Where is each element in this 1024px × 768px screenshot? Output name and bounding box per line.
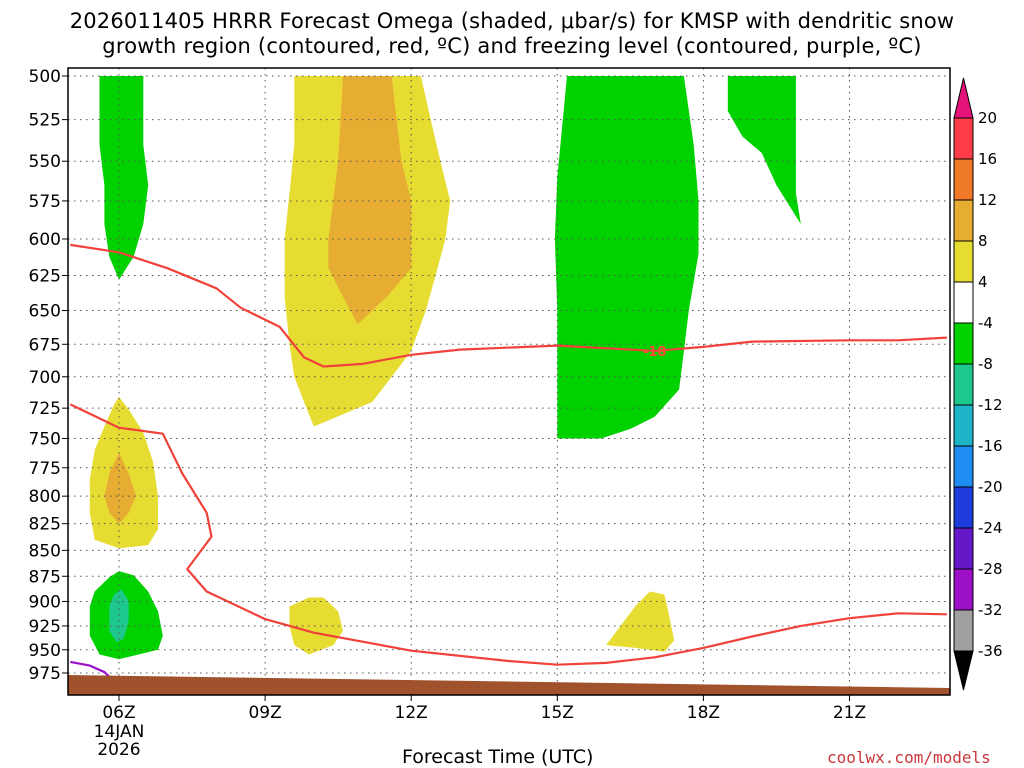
x-tick-label: 09Z — [248, 703, 281, 723]
colorbar-label: -36 — [978, 642, 1003, 660]
omega-region-6 — [104, 452, 136, 524]
colorbar-cell — [953, 281, 974, 324]
colorbar-cell — [953, 199, 974, 242]
colorbar-label: 12 — [978, 191, 997, 209]
colorbar-cell — [953, 322, 974, 365]
terrain — [68, 675, 950, 695]
colorbar: 20 16 12 8 4 -4 -8 -12 -16 -20 -24 -28 -32 -36 — [953, 77, 1003, 691]
chart-title-line1: 2026011405 HRRR Forecast Omega (shaded, … — [69, 9, 955, 33]
colorbar-cell — [953, 158, 974, 201]
colorbar-label: 16 — [978, 150, 997, 168]
y-tick-label: 625 — [29, 266, 61, 286]
colorbar-cell — [953, 486, 974, 529]
x-tick-label: 06Z — [102, 703, 135, 723]
colorbar-cell — [953, 609, 974, 652]
x-axis-title: Forecast Time (UTC) — [402, 746, 594, 768]
dgz-contour-1 — [69, 403, 947, 666]
plot-frame — [67, 67, 951, 696]
y-tick-label: 700 — [29, 368, 61, 388]
gridlines — [68, 68, 950, 695]
y-tick-label: 825 — [29, 515, 61, 535]
x-year-label: 2026 — [97, 740, 140, 760]
y-tick-label: 875 — [29, 567, 61, 587]
y-tick-label: 800 — [29, 487, 61, 507]
colorbar-label: -28 — [978, 560, 1003, 578]
y-tick-label: 725 — [29, 399, 61, 419]
plot-background — [68, 68, 950, 695]
colorbar-label: 20 — [978, 109, 997, 127]
colorbar-label: -8 — [978, 355, 993, 373]
dgz-contours: -18 — [69, 243, 947, 678]
omega-region-0 — [99, 76, 149, 280]
dgz-contour-label: -18 — [643, 345, 667, 360]
colorbar-cell — [953, 117, 974, 160]
colorbar-cell — [953, 404, 974, 447]
y-tick-label: 900 — [29, 592, 61, 612]
omega-region-3 — [554, 76, 699, 439]
y-tick-label: 950 — [29, 641, 61, 661]
colorbar-cell — [953, 363, 974, 406]
x-tick-label: 18Z — [687, 703, 720, 723]
colorbar-label: -20 — [978, 478, 1003, 496]
omega-region-9 — [289, 597, 343, 655]
colorbar-cell — [953, 527, 974, 570]
y-tick-label: 775 — [29, 459, 61, 479]
omega-shading — [89, 76, 801, 660]
y-tick-label: 500 — [29, 67, 61, 87]
y-tick-label: 750 — [29, 429, 61, 449]
x-tick-label: 15Z — [541, 703, 574, 723]
x-date-label: 14JAN — [94, 722, 145, 742]
omega-region-8 — [109, 589, 129, 643]
omega-region-2 — [328, 76, 412, 325]
omega-region-10 — [606, 591, 675, 652]
dgz-contour-0 — [70, 243, 947, 368]
colorbar-over-triangle — [953, 77, 974, 119]
y-axis: 500 525 550 575 600 625 650 675 700 725 750 775 800 8… — [29, 67, 68, 684]
chart-title-line2: growth region (contoured, red, ºC) and f… — [102, 34, 922, 58]
y-tick-label: 650 — [29, 302, 61, 322]
freezing-level-contour — [70, 660, 111, 678]
colorbar-label: -12 — [978, 396, 1003, 414]
colorbar-label: -4 — [978, 314, 993, 332]
y-tick-label: 575 — [29, 192, 61, 212]
colorbar-label: 8 — [978, 232, 988, 250]
colorbar-under-triangle — [953, 650, 974, 691]
y-tick-label: 600 — [29, 230, 61, 250]
y-tick-label: 525 — [29, 111, 61, 131]
colorbar-label: -32 — [978, 601, 1003, 619]
colorbar-cell — [953, 445, 974, 488]
terrain-ground — [68, 675, 950, 695]
site-credit[interactable]: coolwx.com/models — [827, 748, 991, 767]
colorbar-cell — [953, 568, 974, 611]
omega-region-4 — [727, 76, 801, 224]
y-tick-label: 850 — [29, 541, 61, 561]
colorbar-cell — [953, 240, 974, 283]
colorbar-label: -16 — [978, 437, 1003, 455]
x-tick-label: 12Z — [395, 703, 428, 723]
y-tick-label: 975 — [29, 664, 61, 684]
colorbar-label: 4 — [978, 273, 988, 291]
y-tick-label: 675 — [29, 335, 61, 355]
y-tick-label: 550 — [29, 152, 61, 172]
colorbar-label: -24 — [978, 519, 1003, 537]
x-tick-label: 21Z — [833, 703, 866, 723]
y-tick-label: 925 — [29, 617, 61, 637]
